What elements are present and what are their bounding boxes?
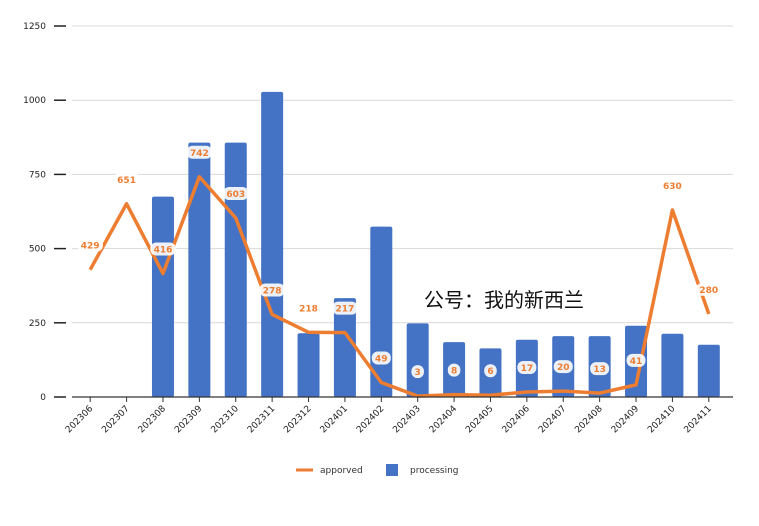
data-label-bg	[371, 351, 391, 365]
y-tick-label: 250	[29, 319, 46, 329]
bar-202401	[333, 298, 356, 397]
data-label-bg	[259, 283, 285, 297]
bar-series-processing	[151, 91, 720, 398]
data-label-bg	[332, 301, 358, 315]
bar-202308	[151, 196, 174, 397]
line-series-apporved	[88, 175, 711, 398]
data-label-bg	[484, 364, 497, 378]
bar-202312	[297, 333, 320, 397]
legend-swatch-processing	[386, 464, 398, 476]
bar-202311	[261, 91, 284, 398]
x-tick-label: 202409	[610, 404, 642, 436]
x-tick-label: 202401	[319, 404, 350, 435]
x-axis: 202306 202307 202308 202309 202310 202311 2023…	[64, 396, 733, 436]
data-label-bg	[696, 282, 722, 296]
data-label-202312: 218	[299, 304, 318, 314]
x-tick-label: 202407	[537, 404, 568, 435]
y-tick-label: 750	[29, 170, 46, 180]
data-label-202405: 6	[487, 367, 493, 377]
x-tick-label: 202403	[391, 404, 422, 435]
legend-label-processing: processing	[410, 466, 459, 476]
x-tick-label: 202408	[573, 404, 605, 436]
y-tick-label: 0	[40, 393, 46, 403]
x-tick-label: 202402	[355, 404, 386, 435]
data-label-202408: 13	[593, 365, 606, 375]
data-label-202406: 17	[521, 364, 534, 374]
data-label-bg	[223, 187, 249, 201]
line-apporved	[88, 175, 711, 398]
bar-202310	[224, 142, 247, 397]
data-label-202409: 41	[630, 357, 643, 367]
legend: apporved processing	[296, 464, 459, 476]
x-tick-label: 202406	[501, 404, 533, 436]
data-label-202308: 416	[154, 246, 173, 256]
data-label-202307: 651	[117, 176, 136, 186]
legend-label-apporved: apporved	[320, 466, 363, 476]
data-label-202401: 217	[336, 305, 355, 315]
data-label-bg	[659, 179, 686, 193]
data-label-bg	[411, 365, 424, 379]
data-label-202310: 603	[226, 190, 245, 200]
data-label-bg	[77, 238, 103, 252]
x-tick-label: 202312	[282, 404, 313, 435]
x-tick-label: 202306	[64, 404, 96, 436]
data-label-202411: 280	[699, 286, 718, 296]
data-label-202403: 3	[415, 368, 421, 378]
gridlines	[72, 25, 733, 324]
data-labels: 429 651 416 742 603 278 218 217 49 3 8 6 17 20 13 41 630…	[77, 145, 722, 379]
data-label-bg	[626, 353, 646, 367]
x-tick-label: 202311	[246, 404, 277, 435]
y-tick-label: 1000	[23, 96, 46, 106]
data-label-202306: 429	[81, 242, 100, 252]
bar-202403	[406, 323, 429, 397]
bar-202410	[661, 333, 684, 397]
watermark-text: 公号：我的新西兰	[424, 288, 584, 312]
data-label-202402: 49	[375, 354, 388, 364]
data-label-bg	[517, 360, 537, 374]
x-tick-label: 202307	[100, 404, 131, 435]
y-tick-label: 500	[29, 245, 46, 255]
x-tick-label: 202410	[646, 404, 678, 436]
data-label-bg	[295, 301, 322, 315]
y-tick-label: 1250	[23, 22, 46, 32]
y-axis: 0 250 500 750 1000 1250	[23, 22, 66, 403]
data-label-bg	[113, 172, 140, 186]
data-label-bg	[186, 145, 213, 159]
data-label-202309: 742	[190, 149, 209, 159]
data-label-bg	[150, 242, 176, 256]
x-tick-label: 202308	[137, 404, 169, 436]
data-label-bg	[447, 363, 461, 377]
bar-202309	[188, 142, 211, 397]
bar-202411	[697, 344, 720, 397]
data-label-bg	[590, 362, 610, 376]
x-tick-label: 202404	[428, 404, 460, 436]
data-label-bg	[553, 360, 573, 374]
data-label-202311: 278	[263, 286, 282, 296]
x-tick-label: 202309	[173, 404, 205, 436]
x-tick-label: 202411	[683, 404, 714, 435]
x-tick-label: 202310	[210, 404, 242, 436]
data-label-202407: 20	[557, 363, 570, 373]
data-label-202404: 8	[451, 367, 457, 377]
data-label-202410: 630	[663, 182, 682, 192]
x-tick-label: 202405	[464, 404, 495, 435]
